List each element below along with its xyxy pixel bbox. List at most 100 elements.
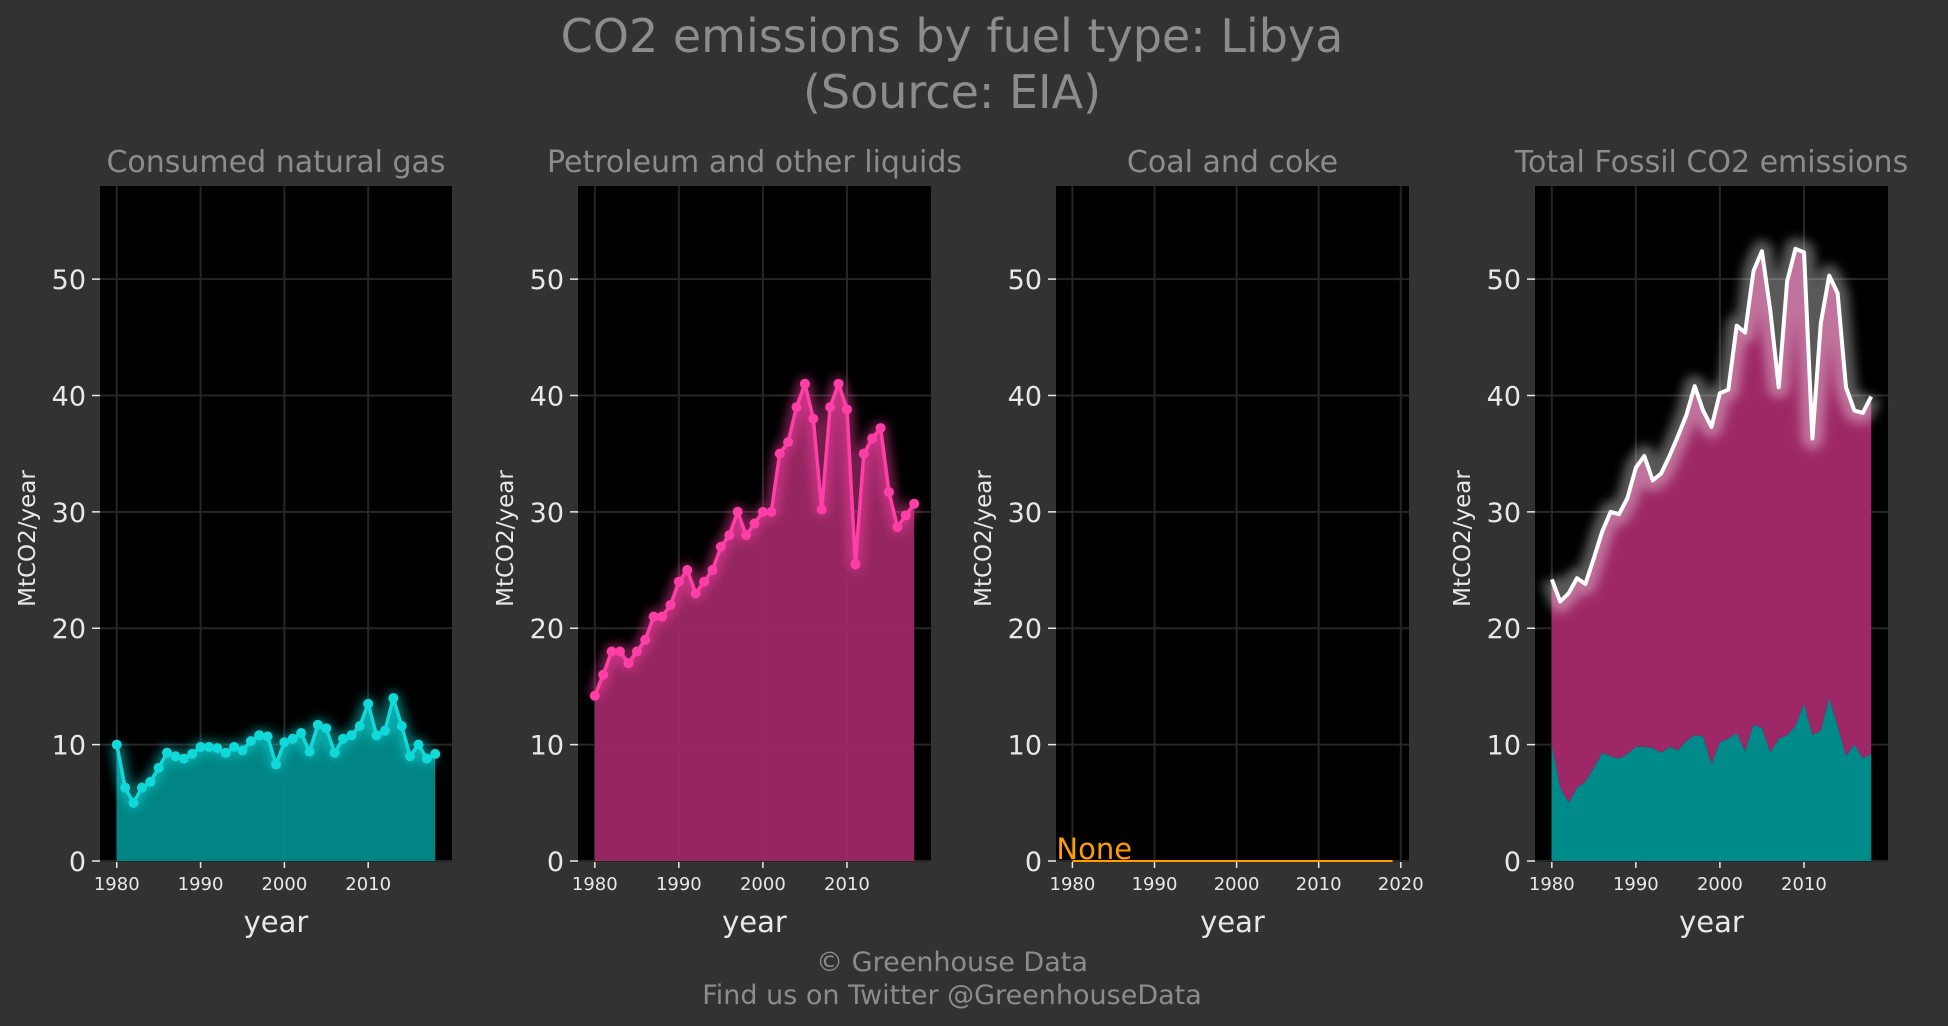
data-point — [640, 634, 651, 645]
data-point — [371, 730, 382, 741]
subplot-title: Consumed natural gas — [106, 145, 445, 180]
y-tick-label: 10 — [530, 731, 564, 762]
x-axis-label: year — [244, 905, 309, 939]
y-tick-label: 50 — [1008, 265, 1042, 296]
x-tick-label: 1980 — [1050, 874, 1096, 895]
data-point — [732, 506, 743, 517]
data-point — [875, 423, 886, 434]
y-axis-label: MtCO2/year — [493, 470, 519, 607]
data-point — [296, 727, 307, 738]
data-point — [707, 565, 718, 576]
x-tick-label: 2000 — [1697, 874, 1743, 895]
y-tick-label: 20 — [530, 614, 564, 645]
data-point — [867, 433, 878, 444]
data-point — [749, 518, 760, 529]
data-point — [766, 506, 777, 517]
x-tick-label: 2020 — [1378, 874, 1424, 895]
x-tick-label: 2000 — [740, 874, 786, 895]
data-point — [657, 611, 668, 622]
subplot-title: Coal and coke — [1127, 145, 1338, 180]
data-point — [841, 404, 852, 415]
data-point — [699, 576, 710, 587]
y-tick-label: 30 — [1487, 498, 1521, 529]
y-tick-label: 50 — [52, 265, 86, 296]
data-point — [757, 506, 768, 517]
x-tick-label: 2010 — [345, 874, 391, 895]
x-tick-label: 2010 — [1781, 874, 1827, 895]
gas-stack-area — [1551, 698, 1872, 861]
data-point — [850, 559, 861, 570]
data-point — [354, 721, 365, 731]
plot-area — [1056, 186, 1409, 861]
chart-title-line1: CO2 emissions by fuel type: Libya — [560, 9, 1344, 63]
chart-panel-4: Total Fossil CO2 emissions 1980 1990 2000 20… — [1450, 145, 1908, 939]
chart-title-line2: (Source: EIA) — [802, 65, 1102, 119]
data-point — [631, 646, 642, 657]
data-point — [396, 721, 407, 731]
data-point — [774, 448, 785, 459]
x-axis-label: year — [1679, 905, 1744, 939]
data-point — [212, 743, 223, 754]
data-point — [229, 741, 240, 752]
data-point — [254, 730, 265, 741]
data-point — [321, 723, 332, 734]
none-annotation: None — [1056, 832, 1132, 866]
y-tick-label: 0 — [547, 847, 564, 878]
y-tick-label: 40 — [52, 381, 86, 412]
y-tick-label: 20 — [1008, 614, 1042, 645]
footer-copyright: © Greenhouse Data — [816, 947, 1088, 978]
data-point — [615, 646, 626, 657]
y-tick-label: 0 — [69, 847, 86, 878]
data-point — [783, 437, 794, 448]
data-point — [279, 737, 290, 748]
x-tick-label: 1980 — [1529, 874, 1575, 895]
data-point — [153, 762, 164, 773]
y-tick-label: 40 — [530, 381, 564, 412]
data-point — [405, 751, 416, 762]
chart-panel-2: Petroleum and other liquids 1980 1990 2000 2… — [493, 145, 962, 939]
series-area — [594, 383, 915, 861]
data-point — [287, 733, 298, 744]
x-tick-label: 2010 — [1296, 874, 1342, 895]
y-axis-label: MtCO2/year — [15, 470, 41, 607]
y-tick-label: 10 — [1487, 731, 1521, 762]
x-tick-label: 1990 — [178, 874, 224, 895]
footer-twitter: Find us on Twitter @GreenhouseData — [702, 980, 1202, 1011]
y-tick-label: 50 — [530, 265, 564, 296]
data-point — [623, 658, 634, 669]
data-point — [379, 725, 390, 736]
y-tick-label: 10 — [52, 731, 86, 762]
data-point — [892, 521, 903, 532]
data-point — [808, 413, 819, 424]
x-tick-label: 2000 — [261, 874, 307, 895]
x-tick-label: 1980 — [572, 874, 618, 895]
x-axis-label: year — [722, 905, 787, 939]
y-tick-label: 0 — [1504, 847, 1521, 878]
data-point — [203, 741, 214, 752]
data-point — [883, 487, 894, 498]
x-tick-label: 1990 — [1613, 874, 1659, 895]
data-point — [346, 730, 357, 741]
data-point — [338, 733, 349, 744]
data-point — [598, 669, 609, 680]
x-tick-label: 1980 — [94, 874, 140, 895]
data-point — [111, 739, 122, 750]
subplot-title: Petroleum and other liquids — [547, 145, 962, 180]
data-point — [245, 736, 256, 747]
y-tick-label: 10 — [1008, 731, 1042, 762]
data-point — [606, 646, 617, 657]
data-point — [271, 759, 281, 770]
data-point — [715, 541, 726, 552]
data-point — [909, 498, 920, 509]
chart-panel-3: Coal and coke 1980 1990 2000 2010 2020 0 10 20 30… — [971, 145, 1424, 939]
data-point — [682, 565, 693, 576]
data-point — [145, 776, 156, 787]
data-point — [673, 576, 684, 587]
y-tick-label: 0 — [1025, 847, 1042, 878]
data-point — [858, 448, 869, 459]
data-point — [791, 402, 802, 413]
y-tick-label: 20 — [52, 614, 86, 645]
data-point — [833, 378, 844, 389]
y-axis-label: MtCO2/year — [1450, 470, 1476, 607]
data-point — [690, 588, 701, 599]
